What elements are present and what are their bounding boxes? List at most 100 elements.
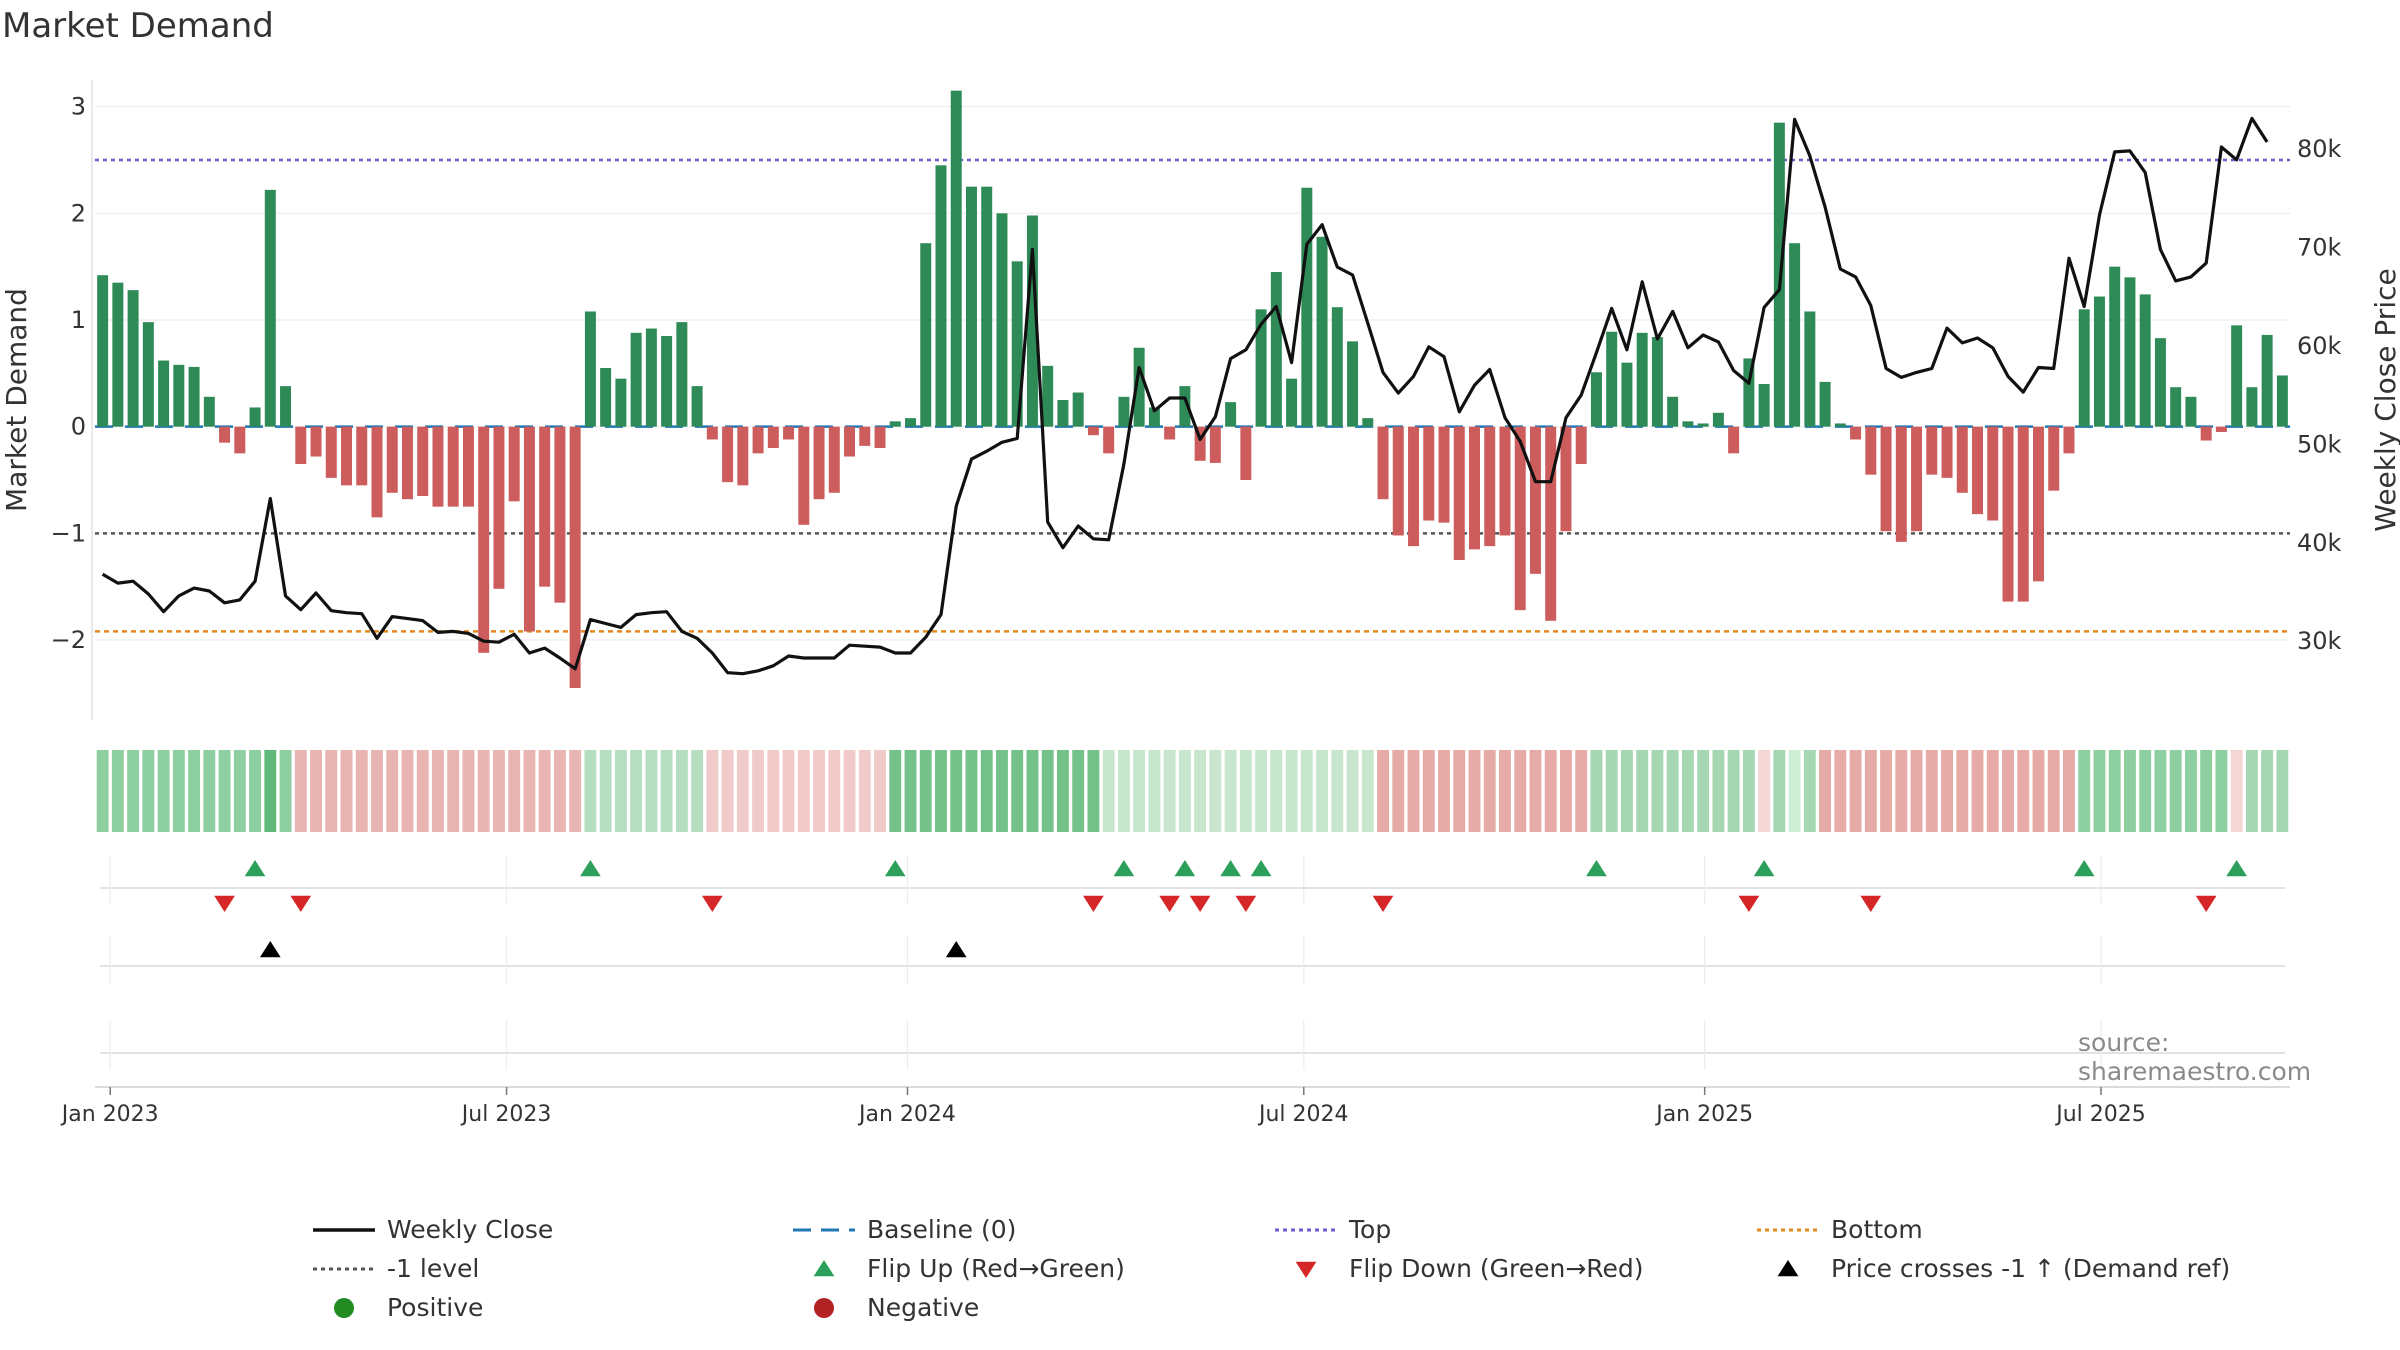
demand-band-cell: [462, 750, 475, 832]
demand-band-cell: [1925, 750, 1938, 832]
demand-bar: [2017, 426, 2029, 602]
demand-band-cell: [1178, 750, 1191, 832]
demand-band-cell: [1864, 750, 1877, 832]
demand-bar: [600, 368, 612, 427]
demand-band-cell: [127, 750, 140, 832]
demand-band-cell: [874, 750, 886, 832]
demand-band-cell: [1666, 750, 1679, 832]
demand-band-cell: [1270, 750, 1283, 832]
demand-band-cell: [1224, 750, 1237, 832]
demand-band-cell: [1971, 750, 1984, 832]
demand-bar: [1987, 426, 1999, 521]
demand-bar: [661, 336, 673, 427]
demand-bar: [401, 426, 413, 500]
demand-bar: [1042, 365, 1054, 427]
demand-bar: [2231, 325, 2243, 427]
legend-triangle-up-icon: [1777, 1260, 1799, 1277]
demand-band-cell: [2139, 750, 2152, 832]
demand-bar: [1225, 402, 1237, 427]
demand-bar: [1804, 311, 1816, 427]
demand-bar: [2093, 296, 2105, 427]
demand-bar: [1331, 307, 1343, 427]
demand-bar: [2154, 338, 2166, 427]
demand-band-cell: [1346, 750, 1359, 832]
demand-bar: [2048, 426, 2060, 491]
demand-band-cell: [965, 750, 978, 832]
demand-band-cell: [172, 750, 185, 832]
demand-band-cell: [889, 750, 902, 832]
demand-band-cell: [1255, 750, 1268, 832]
demand-band-cell: [1361, 750, 1374, 832]
legend-label: Price crosses -1 ↑ (Demand ref): [1831, 1254, 2231, 1283]
demand-bar: [341, 426, 352, 486]
x-tick-label: Jul 2023: [460, 1102, 552, 1127]
demand-bar: [2246, 387, 2258, 427]
demand-band-cell: [218, 750, 231, 832]
demand-bar: [1469, 426, 1480, 550]
demand-band-cell: [2093, 750, 2106, 832]
demand-bar: [280, 386, 292, 427]
demand-bar: [874, 426, 886, 448]
demand-bar: [569, 426, 581, 688]
legend-symbol-icon: [814, 1298, 834, 1318]
demand-band-cell: [401, 750, 414, 832]
legend-label: Baseline (0): [867, 1215, 1017, 1244]
demand-bar: [752, 426, 764, 454]
demand-band-cell: [767, 750, 780, 832]
demand-band-cell: [1331, 750, 1344, 832]
demand-band-cell: [2200, 750, 2213, 832]
legend-symbol-icon: [793, 1228, 855, 1232]
demand-bar: [2185, 396, 2197, 427]
demand-bar: [219, 426, 231, 443]
demand-bar: [1377, 426, 1389, 500]
demand-band-cell: [1742, 750, 1755, 832]
y2-tick-label: 60k: [2297, 332, 2342, 360]
demand-band-cell: [614, 750, 627, 832]
demand-band-cell: [249, 750, 261, 832]
flip-up-marker: [1220, 860, 1241, 877]
flip-down-marker: [290, 895, 312, 912]
legend-symbol-icon: [313, 1228, 375, 1232]
y2-tick-label: 80k: [2297, 135, 2342, 163]
demand-bar: [432, 426, 444, 507]
demand-band-cell: [1133, 750, 1146, 832]
legend-symbol-icon: [313, 1267, 375, 1271]
demand-bar: [1575, 426, 1587, 464]
demand-band-cell: [2032, 750, 2045, 832]
y-tick-label: −1: [51, 519, 86, 547]
demand-band-cell: [2230, 750, 2243, 832]
demand-bar: [2170, 387, 2182, 427]
demand-band-cell: [447, 750, 460, 832]
legend-symbol-icon: [334, 1298, 354, 1318]
demand-bar: [264, 189, 276, 427]
demand-bar: [2002, 426, 2014, 602]
demand-band-cell: [2047, 750, 2060, 832]
demand-bar: [2200, 426, 2212, 441]
flip-up-marker: [1174, 860, 1196, 877]
legend-triangle-down-icon: [1295, 1261, 1317, 1278]
demand-bar: [844, 426, 856, 457]
flip-down-marker: [1372, 895, 1394, 912]
demand-bar: [630, 332, 642, 427]
demand-bar: [158, 360, 170, 427]
demand-bar: [950, 90, 962, 427]
demand-bar: [1926, 426, 1938, 475]
demand-bar: [584, 311, 596, 427]
demand-band-cell: [1438, 750, 1450, 832]
legend-label: Flip Down (Green→Red): [1349, 1254, 1644, 1283]
source-credit: source: sharemaestro.com: [2078, 1028, 2312, 1086]
legend-symbol-icon: [813, 1260, 835, 1277]
demand-band-cell: [584, 750, 597, 832]
demand-band-cell: [1620, 750, 1633, 832]
demand-band-cell: [1163, 750, 1176, 832]
axes: −2 −1 0 1 2 3 30k 40k 50k 60k 70k 80k Market Demand W…: [0, 93, 2400, 656]
demand-bar: [386, 426, 398, 493]
demand-band-cell: [828, 750, 841, 832]
demand-band-cell: [1590, 750, 1603, 832]
flip-up-marker: [1586, 860, 1607, 877]
demand-band-cell: [371, 750, 383, 832]
demand-bar: [889, 421, 901, 427]
demand-band-cell: [111, 750, 124, 832]
demand-band-cell: [1910, 750, 1923, 832]
demand-band-cell: [157, 750, 170, 832]
